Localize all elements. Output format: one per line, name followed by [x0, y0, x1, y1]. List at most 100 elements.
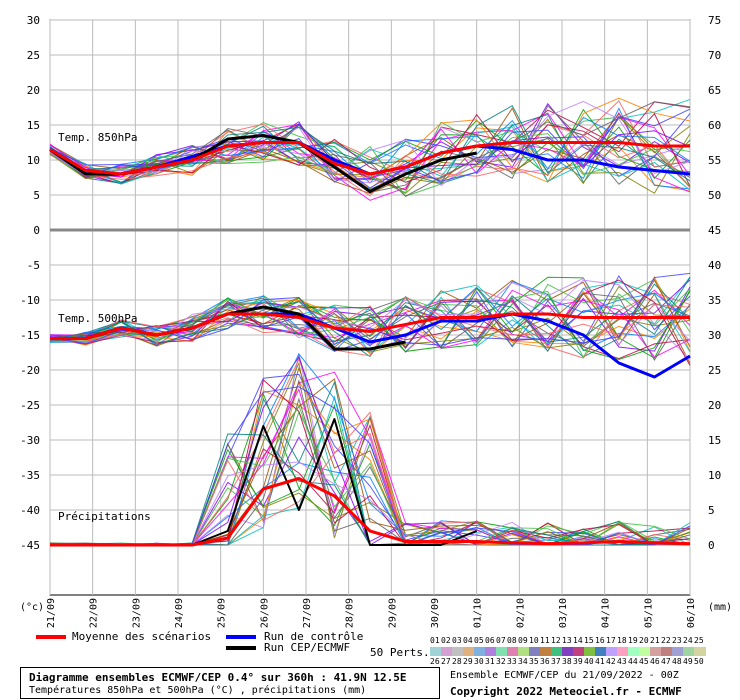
perturbation-line [49, 108, 691, 189]
pert-number: 02 [441, 636, 451, 645]
pert-number: 35 [529, 657, 539, 666]
series-lines [49, 134, 691, 547]
pert-swatch [452, 647, 464, 656]
pert-number: 15 [584, 636, 594, 645]
x-tick-label: 28/09 [345, 598, 356, 628]
pert-number: 33 [507, 657, 517, 666]
left-tick-label: -35 [20, 469, 40, 482]
pert-number: 08 [507, 636, 517, 645]
left-tick-label: -10 [20, 294, 40, 307]
right-tick-label: 10 [708, 469, 721, 482]
x-tick-label: 03/10 [558, 598, 569, 628]
perturbation-line [49, 274, 691, 352]
legend-ecmwf-swatch [226, 646, 256, 650]
left-axis-unit: (°c) [20, 602, 44, 613]
pert-swatch [474, 647, 486, 656]
pert-number: 11 [540, 636, 550, 645]
left-tick-label: -20 [20, 364, 40, 377]
axis-labels: 21/09 22/09 23/09 24/09 25/09 26/09 27/09 28/09… [20, 14, 721, 628]
legend-control-swatch [226, 635, 256, 639]
legend-ecmwf-label: Run CEP/ECMWF [264, 641, 351, 654]
left-tick-label: -15 [20, 329, 40, 342]
pert-swatch [430, 647, 442, 656]
right-axis-unit: (mm) [708, 602, 732, 613]
x-tick-label: 05/10 [643, 598, 654, 628]
pert-swatch [529, 647, 541, 656]
pert-number: 14 [573, 636, 583, 645]
pert-number: 23 [672, 636, 682, 645]
x-tick-label: 06/10 [686, 598, 697, 628]
pert-swatch [562, 647, 574, 656]
left-tick-label: -30 [20, 434, 40, 447]
x-tick-label: 02/10 [515, 598, 526, 628]
pert-number: 09 [518, 636, 528, 645]
pert-number: 37 [551, 657, 561, 666]
pert-number: 40 [584, 657, 594, 666]
pert-number: 05 [474, 636, 484, 645]
perturbation-line [49, 134, 691, 197]
right-tick-label: 40 [708, 259, 721, 272]
copyright: Copyright 2022 Meteociel.fr - ECMWF [450, 685, 682, 698]
perturbation-line [49, 108, 691, 177]
mean-precip-line [50, 477, 691, 547]
pert-swatch [463, 647, 475, 656]
pert-swatch [639, 647, 651, 656]
right-tick-label: 70 [708, 49, 721, 62]
pert-number: 29 [463, 657, 473, 666]
perturbation-line [49, 277, 691, 358]
right-tick-label: 45 [708, 224, 721, 237]
pert-number: 28 [452, 657, 462, 666]
perturbation-line [49, 133, 691, 197]
right-tick-label: 60 [708, 119, 721, 132]
pert-number: 32 [496, 657, 506, 666]
left-tick-label: 10 [27, 154, 40, 167]
footer-title: Diagramme ensembles ECMWF/CEP 0.4° sur 3… [29, 671, 407, 684]
right-tick-label: 35 [708, 294, 721, 307]
perturbation-line [49, 272, 691, 346]
pert-swatch [573, 647, 585, 656]
pert-number: 30 [474, 657, 484, 666]
pert-swatch [485, 647, 497, 656]
x-tick-label: 26/09 [259, 598, 270, 628]
left-tick-label: 0 [33, 224, 40, 237]
x-tick-label: 25/09 [217, 598, 228, 628]
legend-control-label: Run de contrôle [264, 630, 364, 643]
ensemble-info: Ensemble ECMWF/CEP du 21/09/2022 - 00Z [450, 670, 679, 681]
pert-swatch [507, 647, 519, 656]
panel-label-500: Temp. 500hPa [58, 312, 137, 325]
legend-perts-label: 50 Perts. [370, 646, 430, 659]
pert-number: 44 [628, 657, 638, 666]
pert-number: 10 [529, 636, 539, 645]
perturbation-line [49, 116, 691, 185]
left-tick-label: 25 [27, 49, 40, 62]
pert-number: 48 [672, 657, 682, 666]
pert-number: 39 [573, 657, 583, 666]
pert-number: 07 [496, 636, 506, 645]
pert-swatch [540, 647, 552, 656]
pert-number: 45 [639, 657, 649, 666]
mean-850-line [49, 141, 690, 176]
pert-number: 20 [639, 636, 649, 645]
pert-number: 34 [518, 657, 528, 666]
pert-number: 42 [606, 657, 616, 666]
x-tick-label: 24/09 [174, 598, 185, 628]
x-tick-label: 29/09 [387, 598, 398, 628]
left-tick-label: -25 [20, 399, 40, 412]
perturbation-line [49, 286, 691, 347]
pert-number: 22 [661, 636, 671, 645]
pert-number: 41 [595, 657, 605, 666]
pert-number: 47 [661, 657, 671, 666]
pert-swatch [683, 647, 695, 656]
x-tick-label: 23/09 [131, 598, 142, 628]
right-tick-label: 0 [708, 539, 715, 552]
right-tick-label: 30 [708, 329, 721, 342]
pert-swatch [551, 647, 563, 656]
pert-number: 43 [617, 657, 627, 666]
pert-number: 38 [562, 657, 572, 666]
pert-number: 13 [562, 636, 572, 645]
pert-number: 24 [683, 636, 693, 645]
x-tick-label: 21/09 [46, 598, 57, 628]
x-tick-label: 22/09 [89, 598, 100, 628]
right-tick-label: 65 [708, 84, 721, 97]
pert-number: 21 [650, 636, 660, 645]
